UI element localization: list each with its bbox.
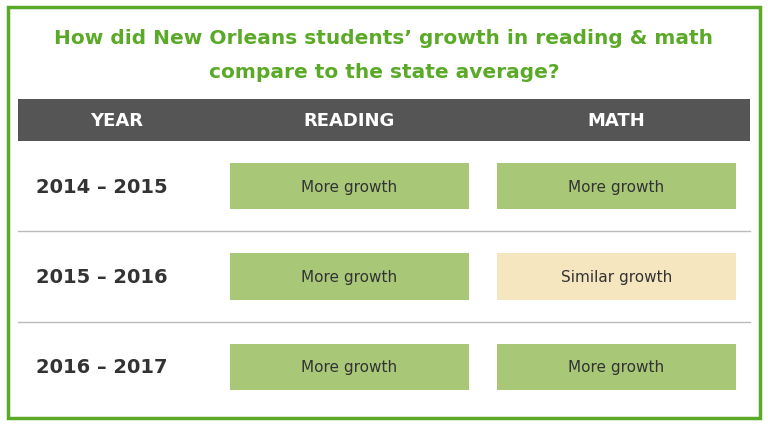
- Text: 2015 – 2016: 2015 – 2016: [36, 268, 167, 286]
- Text: 2014 – 2015: 2014 – 2015: [36, 177, 167, 196]
- Text: How did New Orleans students’ growth in reading & math: How did New Orleans students’ growth in …: [55, 29, 713, 47]
- Text: 2016 – 2017: 2016 – 2017: [36, 357, 167, 377]
- Text: More growth: More growth: [568, 179, 664, 194]
- FancyBboxPatch shape: [230, 344, 468, 390]
- FancyBboxPatch shape: [230, 164, 468, 210]
- Text: More growth: More growth: [301, 360, 397, 374]
- Text: More growth: More growth: [301, 269, 397, 284]
- FancyBboxPatch shape: [18, 100, 750, 142]
- Text: MATH: MATH: [588, 112, 645, 130]
- Text: Similar growth: Similar growth: [561, 269, 672, 284]
- FancyBboxPatch shape: [497, 164, 736, 210]
- FancyBboxPatch shape: [230, 254, 468, 300]
- Text: READING: READING: [303, 112, 395, 130]
- FancyBboxPatch shape: [497, 254, 736, 300]
- Text: More growth: More growth: [568, 360, 664, 374]
- Text: More growth: More growth: [301, 179, 397, 194]
- Text: compare to the state average?: compare to the state average?: [209, 62, 559, 81]
- Text: YEAR: YEAR: [91, 112, 144, 130]
- FancyBboxPatch shape: [497, 344, 736, 390]
- FancyBboxPatch shape: [8, 8, 760, 418]
